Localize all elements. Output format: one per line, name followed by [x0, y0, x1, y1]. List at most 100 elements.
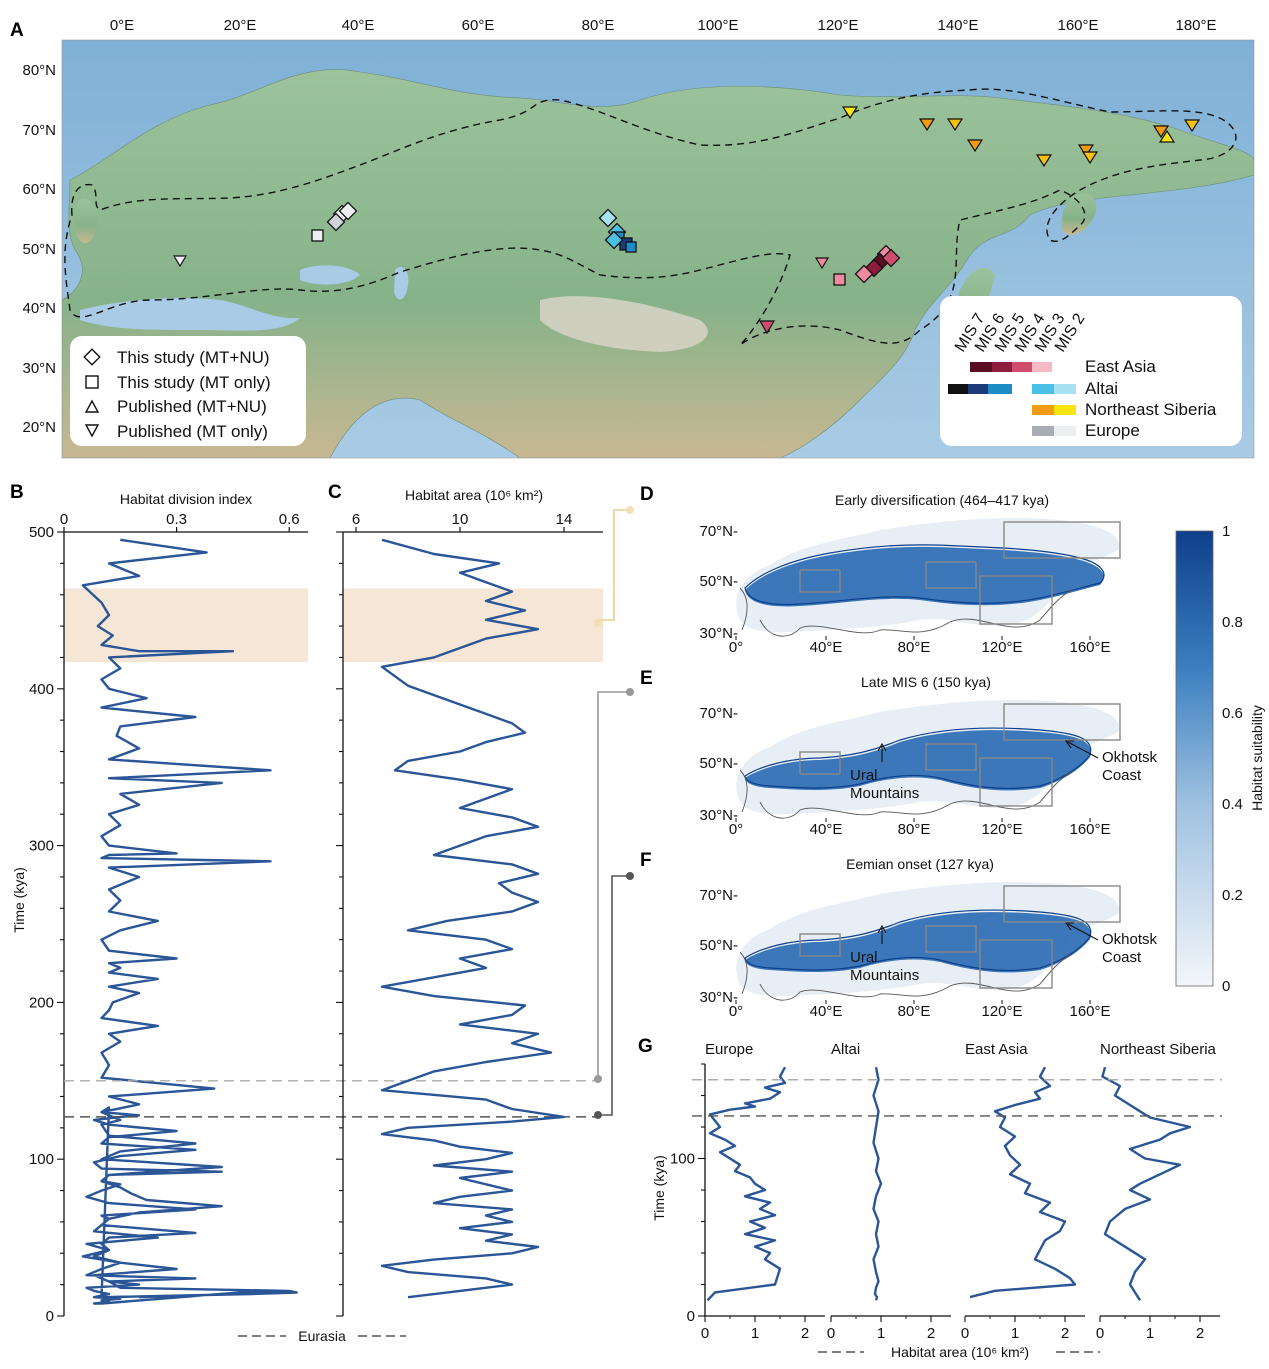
- sample-markers: [172, 106, 1201, 335]
- legend-label-2: Published (MT+NU): [117, 397, 267, 416]
- suit-lat-tick: 70°N-: [699, 523, 738, 540]
- colorbar: 1 0.8 0.6 0.4 0.2 0 Habitat suitability: [1175, 523, 1265, 995]
- y-tick-label: 400: [29, 681, 54, 698]
- marker-nesib-triangle: [1077, 144, 1095, 158]
- g-subplot-2: East Asia 0 1 2: [961, 1041, 1085, 1342]
- lon-tick: 180°E: [1175, 17, 1216, 34]
- g-series-title: Europe: [705, 1041, 753, 1058]
- panel-b-plot: 0 0.3 0.6 0 100 200 300 400 500: [29, 511, 600, 1325]
- y-tick-label: 0: [46, 1308, 54, 1325]
- x-tick-label: 0: [60, 511, 68, 528]
- panel-label-b: B: [10, 482, 24, 503]
- suit-lon-tick: 40°E: [810, 1003, 843, 1020]
- mis-legend: MIS 7 MIS 6 MIS 5 MIS 4 MIS 3 MIS 2: [940, 296, 1242, 446]
- g-x-tick-label: 2: [801, 1325, 809, 1342]
- lon-tick: 0°E: [110, 17, 134, 34]
- cb-tick: 0: [1222, 978, 1230, 995]
- marker-eastasia-triangle: [814, 257, 830, 270]
- symbol-legend-box: [70, 336, 306, 446]
- lon-tick: 60°E: [462, 17, 495, 34]
- kamchatka: [1061, 193, 1097, 235]
- okhotsk-arrow: [1067, 923, 1099, 941]
- connector-dot-d-start: [594, 619, 602, 627]
- suitability-edge: [744, 727, 1092, 790]
- marker-nesib-triangle: [1035, 154, 1053, 168]
- region-label-europe: Europe: [1085, 421, 1140, 440]
- panel-label-a: A: [10, 20, 24, 41]
- suit-lat-tick: 70°N-: [699, 705, 738, 722]
- ural-label: Mountains: [850, 967, 919, 984]
- suit-lon-tick: 120°E: [981, 639, 1022, 656]
- g-x-tick-label: 0: [961, 1325, 969, 1342]
- suit-lon-tick: 160°E: [1069, 821, 1110, 838]
- suit-map-d: 70°N- 50°N- 30°N-0° 40°E 80°E 120°E 160°E: [699, 518, 1121, 656]
- lon-tick: 40°E: [342, 17, 375, 34]
- legend-label-0: This study (MT+NU): [117, 348, 270, 367]
- series-line: [81, 538, 298, 1305]
- suit-lon-tick: 80°E: [898, 639, 931, 656]
- coastline: [739, 951, 1073, 1001]
- map-lon-ticks: 0°E 20°E 40°E 60°E 80°E 100°E 120°E 140°…: [110, 17, 1217, 34]
- marker-altai-diamond: [604, 230, 624, 250]
- marker-europe-triangle: [172, 255, 188, 268]
- connectors: [594, 506, 634, 1119]
- marker-nesib-triangle: [1183, 119, 1201, 133]
- okhotsk-label: Coast: [1102, 949, 1142, 966]
- lat-tick: 50°N: [22, 241, 56, 258]
- g-x-tick-label: 1: [751, 1325, 759, 1342]
- cb-tick: 0.8: [1222, 614, 1243, 631]
- suit-lon-tick: 0°: [729, 639, 743, 656]
- suit-lat-tick: 70°N-: [699, 887, 738, 904]
- map-a: This study (MT+NU) This study (MT only) …: [62, 40, 1254, 458]
- region-box: [979, 575, 1053, 625]
- okhotsk-label: Okhotsk: [1102, 931, 1158, 948]
- eurasia-bottom-label: Eurasia: [238, 1328, 406, 1344]
- black-sea: [300, 265, 360, 285]
- x-tick-label: 14: [556, 511, 573, 528]
- x-tick-label: 6: [352, 511, 360, 528]
- lon-tick: 80°E: [582, 17, 615, 34]
- mis-swatch-ne-siberia: [1032, 405, 1076, 415]
- region-box: [979, 757, 1053, 807]
- suitability-maps: 70°N-50°N-30°N-0° 40°E 80°E 120°E 160°E70°N-…: [699, 518, 1158, 1020]
- lat-tick: 60°N: [22, 181, 56, 198]
- g-series-title: East Asia: [965, 1041, 1028, 1058]
- marker-nesib-triangle: [1152, 125, 1170, 139]
- region-box: [799, 751, 841, 775]
- g-xlabel: Habitat area (10⁶ km²): [891, 1344, 1029, 1360]
- g-x-tick-label: 0: [827, 1325, 835, 1342]
- region-box: [799, 933, 841, 957]
- marker-eastasia-diamond: [881, 248, 901, 268]
- g-x-tick-label: 1: [877, 1325, 885, 1342]
- series-line: [380, 538, 566, 1299]
- suit-lon-tick: 120°E: [981, 821, 1022, 838]
- region-label-altai: Altai: [1085, 379, 1118, 398]
- habitat-area-bottom-label: Habitat area (10⁶ km²): [818, 1344, 1100, 1360]
- highlight-band: [343, 588, 603, 663]
- panel-c-plot: 6 10 14: [336, 511, 603, 1317]
- g-x-tick-label: 0: [1096, 1325, 1104, 1342]
- panel-e-title: Late MIS 6 (150 kya): [861, 674, 991, 690]
- cb-tick: 1: [1222, 523, 1230, 540]
- suit-lat-tick: 30°N-: [699, 989, 738, 1006]
- g-ylabel: Time (kya): [651, 1155, 667, 1221]
- suitability-edge: [744, 909, 1092, 972]
- okhotsk-label: Coast: [1102, 767, 1142, 784]
- ural-label: Ural: [850, 949, 878, 966]
- marker-eastasia-triangle: [758, 320, 776, 335]
- suitability-edge: [744, 544, 1105, 606]
- region-box: [925, 561, 977, 589]
- g-series-line-east-asia: [969, 1066, 1077, 1299]
- legend-label-1: This study (MT only): [117, 373, 271, 392]
- colorbar-gradient: [1175, 530, 1214, 987]
- marker-eastasia-square: [833, 273, 846, 286]
- suit-lon-tick: 40°E: [810, 639, 843, 656]
- g-x-tick-label: 2: [1061, 1325, 1069, 1342]
- range-boundary: [64, 88, 1237, 346]
- region-box: [925, 925, 977, 953]
- marker-europe-diamond: [338, 201, 358, 221]
- eurasia-label: Eurasia: [298, 1328, 346, 1344]
- suit-lat-tick: 30°N-: [699, 625, 738, 642]
- cb-tick: 0.4: [1222, 796, 1243, 813]
